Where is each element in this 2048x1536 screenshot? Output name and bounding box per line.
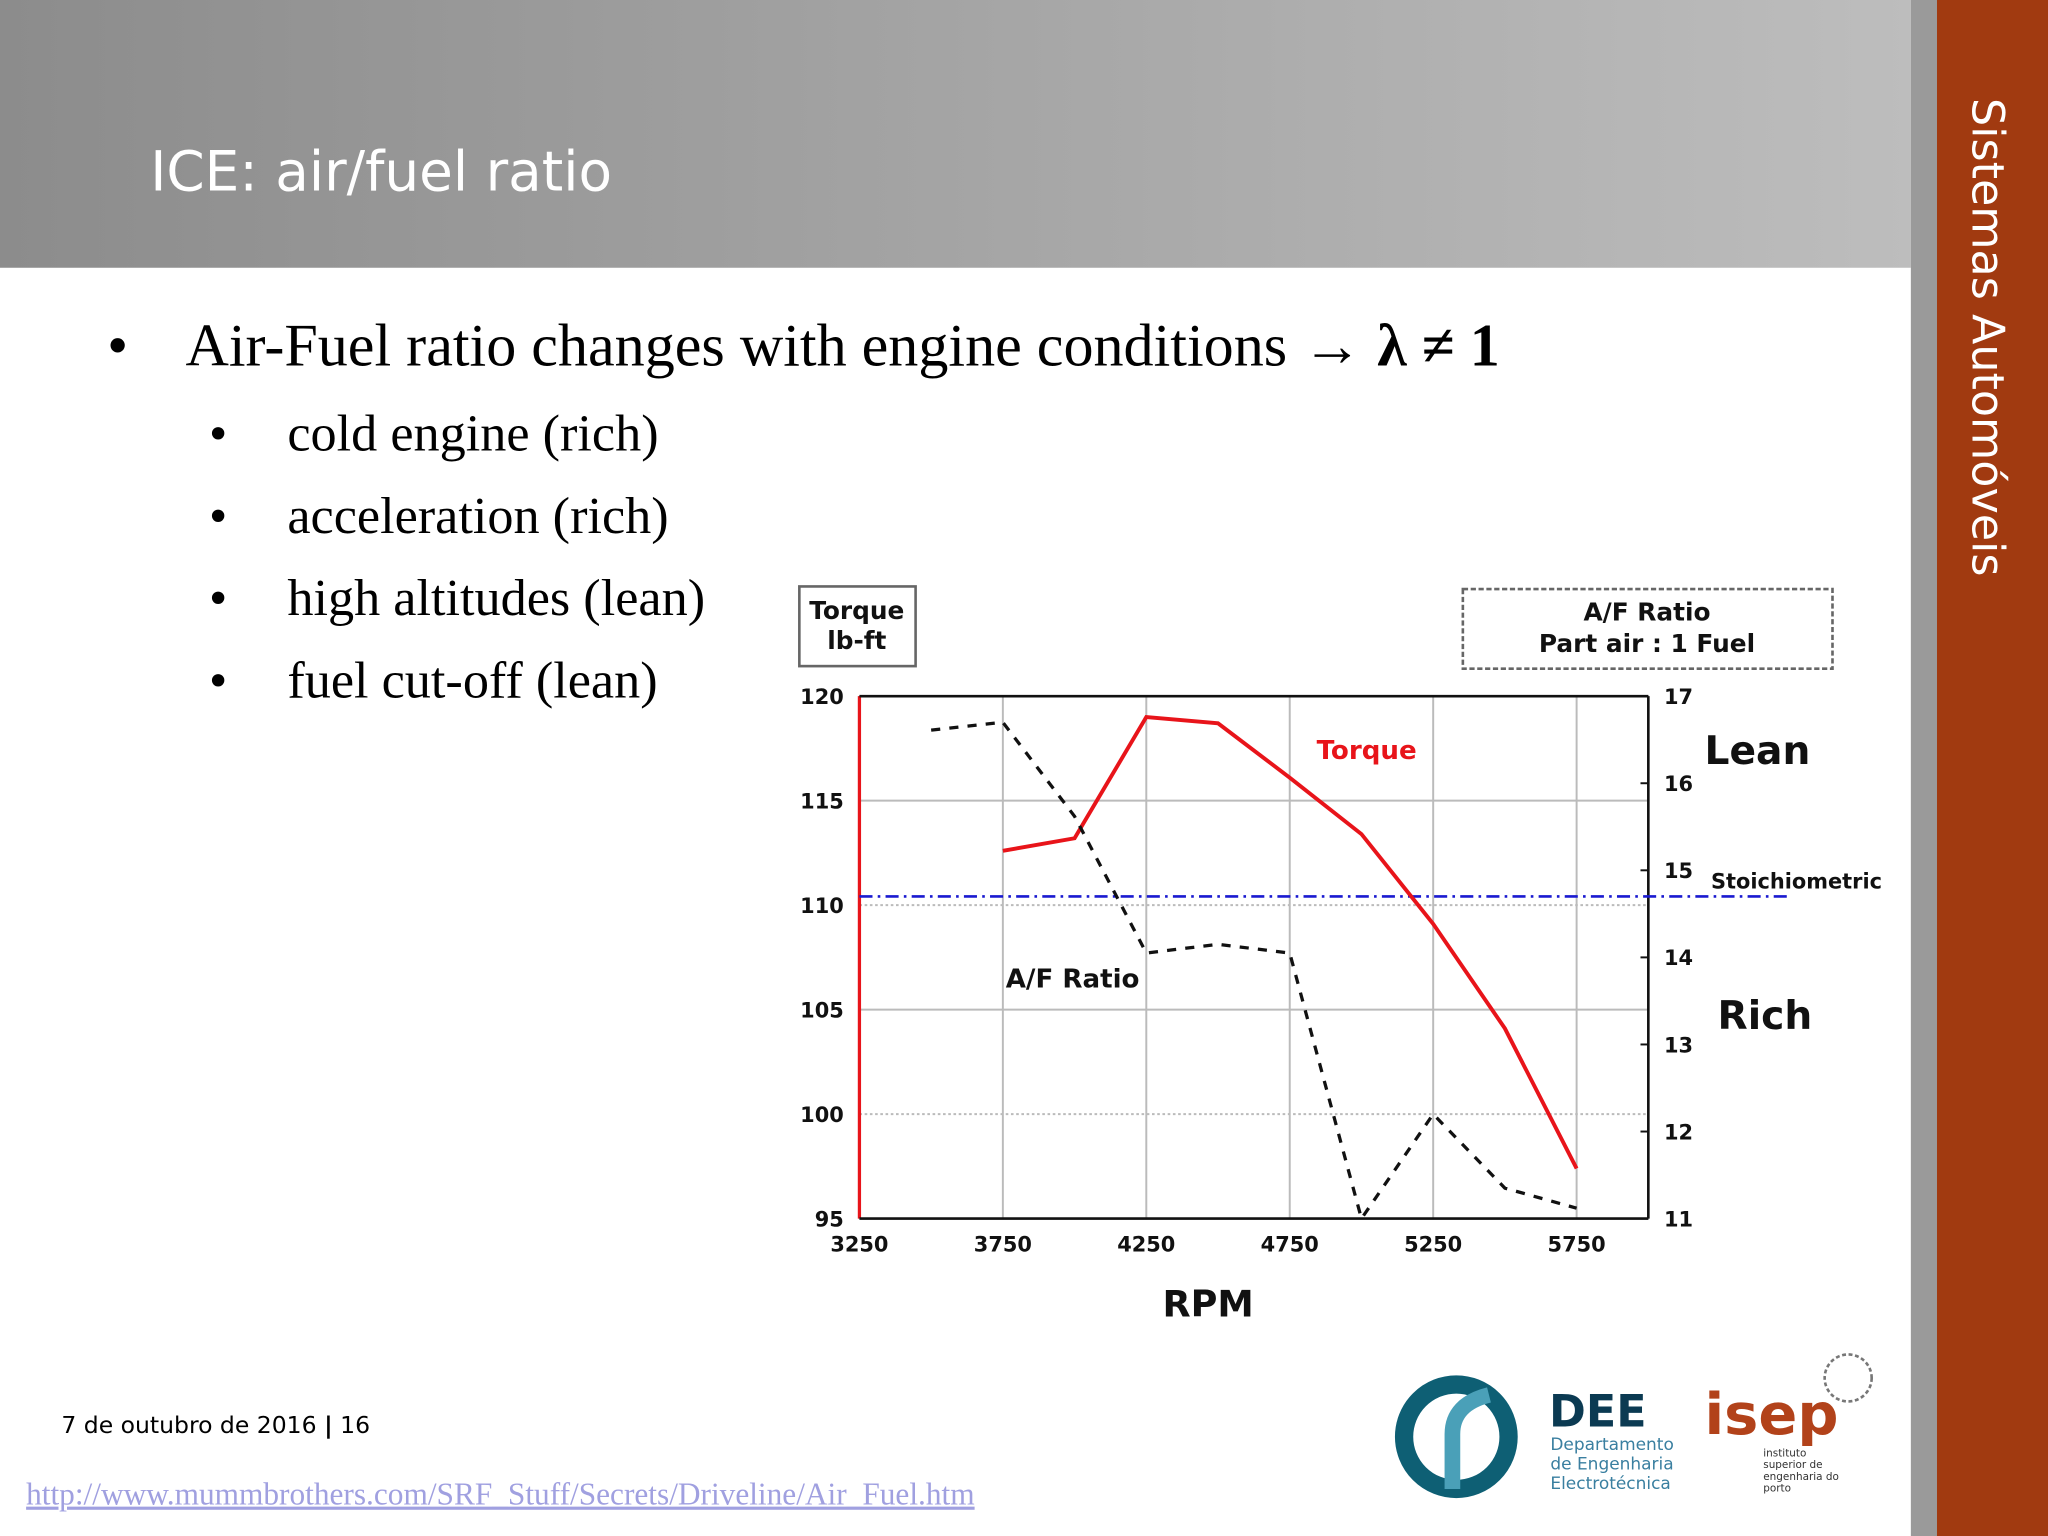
y-tick-label: 95 xyxy=(815,1207,844,1231)
y-label-box xyxy=(798,585,917,668)
y-tick-label: 110 xyxy=(800,894,844,918)
dee-sub-line: de Engenharia xyxy=(1550,1454,1673,1474)
isep-sub-line: porto xyxy=(1763,1483,1791,1495)
page-number: 16 xyxy=(340,1411,370,1439)
date: 7 de outubro de 2016 xyxy=(61,1411,316,1439)
y2-tick-label: 12 xyxy=(1664,1120,1693,1144)
annotation: Rich xyxy=(1718,994,1813,1039)
dee-sub-line: Departamento xyxy=(1550,1435,1673,1455)
slide-title: ICE: air/fuel ratio xyxy=(150,140,612,204)
x-tick-label: 5250 xyxy=(1404,1232,1462,1256)
x-tick-label: 4250 xyxy=(1117,1232,1175,1256)
sub-bullet-dot: • xyxy=(209,651,227,709)
y2-tick-label: 16 xyxy=(1664,772,1693,796)
side-strip xyxy=(1910,0,1937,1536)
isep-sub-line: engenharia do xyxy=(1763,1471,1839,1483)
y2-tick-label: 15 xyxy=(1664,859,1693,883)
sub-bullets: • cold engine (rich) • acceleration (rich) •… xyxy=(209,405,705,710)
y-tick-label: 120 xyxy=(800,685,844,709)
y-axis-title: Torque xyxy=(809,596,904,625)
y-tick-label: 105 xyxy=(800,998,844,1022)
side-title: Sistemas Automóveis xyxy=(1961,98,2012,577)
x-tick-label: 4750 xyxy=(1261,1232,1319,1256)
plot-bg xyxy=(859,696,1649,1219)
y2-tick-label: 17 xyxy=(1664,685,1693,709)
dee-sub-line: Electrotécnica xyxy=(1550,1474,1670,1494)
sub-bullet-text: high altitudes (lean) xyxy=(287,569,705,627)
series-line xyxy=(930,720,1578,1223)
bullet-emph: λ ≠ 1 xyxy=(1377,312,1500,379)
chart: 95 100 105 110 115 120 11 12 13 14 15 16 17 3250 3750 4… xyxy=(798,585,1882,1326)
dee-logo-mark xyxy=(1444,1387,1492,1489)
series-line xyxy=(1002,715,1579,1170)
reference-label: Stoichiometric xyxy=(1711,870,1882,894)
y-tick-label: 100 xyxy=(800,1103,844,1127)
isep-sub-line: instituto xyxy=(1763,1447,1806,1459)
dee-logo-text: DEE xyxy=(1549,1386,1647,1437)
isep-sub: instituto superior de engenharia do port… xyxy=(1763,1447,1839,1494)
y2-axis-title: Part air : 1 Fuel xyxy=(1539,629,1755,658)
dee-sub: Departamento de Engenharia Electrotécnic… xyxy=(1550,1435,1673,1494)
bullet-main: Air-Fuel ratio changes with engine condi… xyxy=(185,312,1362,379)
y2-label-box xyxy=(1461,587,1834,671)
sub-bullet-text: acceleration (rich) xyxy=(287,487,668,545)
sub-bullet-dot: • xyxy=(209,569,227,627)
bullet-text: Air-Fuel ratio changes with engine condi… xyxy=(185,312,1499,379)
sub-bullet-dot: • xyxy=(209,487,227,545)
sub-bullet-text: cold engine (rich) xyxy=(287,405,658,463)
bullet-dot: • xyxy=(107,312,128,379)
isep-emblem xyxy=(1823,1353,1873,1403)
footer-date: 7 de outubro de 2016 | 16 xyxy=(61,1411,370,1439)
sub-bullet-dot: • xyxy=(209,405,227,463)
sub-bullet-text: fuel cut-off (lean) xyxy=(287,651,657,709)
x-tick-label: 3250 xyxy=(830,1232,888,1256)
source-link[interactable]: http://www.mummbrothers.com/SRF_Stuff/Se… xyxy=(26,1477,975,1512)
isep-logo-text: isep xyxy=(1704,1381,1838,1448)
header-bar xyxy=(0,0,1911,268)
x-axis-title: RPM xyxy=(1162,1283,1253,1326)
annotation: Lean xyxy=(1704,729,1810,774)
series-label: A/F Ratio xyxy=(1006,964,1140,994)
isep-sub-line: superior de xyxy=(1763,1459,1822,1471)
series-label: Torque xyxy=(1317,736,1417,766)
y2-axis-title: A/F Ratio xyxy=(1583,597,1710,626)
y-tick-label: 115 xyxy=(800,789,844,813)
y2-tick-label: 11 xyxy=(1664,1207,1693,1231)
y2-tick-label: 14 xyxy=(1664,946,1693,970)
side-band xyxy=(1936,0,2048,1536)
x-tick-label: 5750 xyxy=(1548,1232,1606,1256)
x-tick-label: 3750 xyxy=(974,1232,1032,1256)
y-axis-title: lb-ft xyxy=(827,626,886,655)
separator: | xyxy=(324,1411,333,1439)
y2-tick-label: 13 xyxy=(1664,1033,1693,1057)
